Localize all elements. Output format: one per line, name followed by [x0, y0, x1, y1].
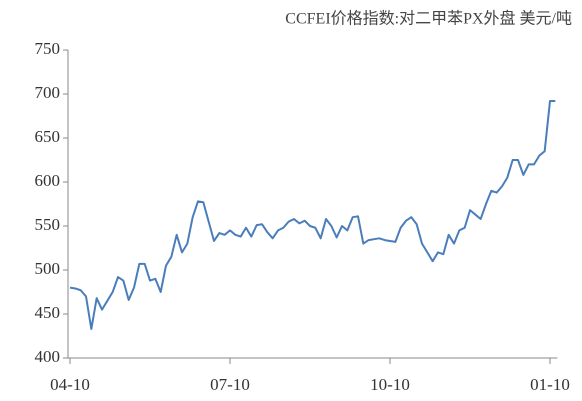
- y-tick-label: 750: [35, 39, 61, 58]
- y-tick-label: 400: [35, 347, 61, 366]
- y-tick-label: 700: [35, 83, 61, 102]
- y-tick-label: 550: [35, 215, 61, 234]
- data-line: [69, 100, 556, 330]
- x-tick-label: 04-10: [50, 375, 90, 394]
- chart-title: CCFEI价格指数:对二甲苯PX外盘 美元/吨: [285, 9, 572, 28]
- y-tick-label: 600: [35, 171, 61, 190]
- y-tick-label: 450: [35, 303, 61, 322]
- x-tick-label: 01-10: [530, 375, 570, 394]
- y-tick-label: 650: [35, 127, 61, 146]
- x-tick-label: 10-10: [370, 375, 410, 394]
- y-tick-label: 500: [35, 259, 61, 278]
- x-tick-label: 07-10: [210, 375, 250, 394]
